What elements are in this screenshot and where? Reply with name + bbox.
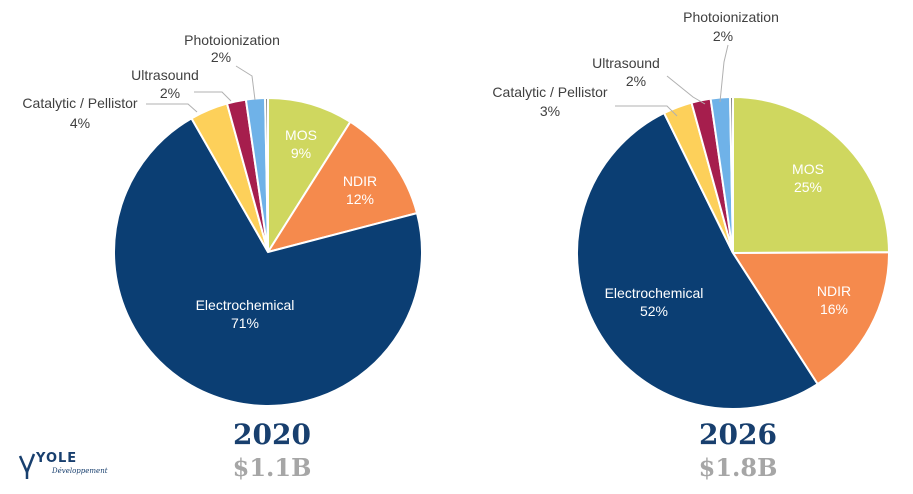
leader-line-2020-catalytic-pellistor (146, 103, 198, 113)
slice-percent-2026-catalytic-pellistor: 3% (540, 103, 560, 119)
company-logo: YOLE Développement (18, 448, 108, 482)
pie-slice-2026-electrochemical (576, 111, 819, 410)
slice-percent-2020-mos: 9% (291, 145, 311, 161)
leader-line-2026-photoionization (719, 44, 729, 103)
market-value-2026: $1.8B (698, 453, 778, 482)
slice-label-2026-ndir: NDIR (817, 283, 851, 299)
leader-line-2026-ultrasound (666, 75, 706, 105)
slice-percent-2020-electrochemical: 71% (231, 315, 259, 331)
slice-label-2020-ultrasound: Ultrasound (131, 67, 199, 83)
pie-slice-2026-other (729, 95, 734, 254)
pie-slice-2020-ndir (265, 120, 419, 254)
logo-subtext: Développement (52, 467, 108, 475)
pie-slice-2020-other (264, 96, 269, 253)
slice-label-2020-electrochemical: Electrochemical (196, 297, 295, 313)
slice-label-2026-ultrasound: Ultrasound (592, 55, 660, 71)
pie-slice-2020-electrochemical (113, 116, 423, 407)
slice-label-2020-catalytic-pellistor: Catalytic / Pellistor (22, 95, 137, 111)
logo-mark-icon (18, 453, 36, 479)
slice-label-2026-electrochemical: Electrochemical (605, 285, 704, 301)
pie-slice-2020-mos (267, 96, 352, 256)
pie-slice-2026-ndir (731, 251, 890, 386)
pie-slice-2026-mos (732, 95, 891, 255)
logo-text: YOLE (36, 451, 78, 466)
leader-line-2020-photoionization (235, 65, 256, 101)
slice-percent-2020-ultrasound: 2% (160, 85, 180, 101)
year-2020: 2020 (233, 418, 311, 451)
slice-percent-2020-catalytic-pellistor: 4% (70, 115, 90, 131)
slice-percent-2020-photoionization: 2% (211, 49, 231, 65)
slice-label-2020-photoionization: Photoionization (184, 32, 280, 48)
slice-label-2026-photoionization: Photoionization (683, 9, 779, 25)
slice-percent-2020-ndir: 12% (346, 191, 374, 207)
slice-label-2020-mos: MOS (285, 127, 317, 143)
slice-label-2020-ndir: NDIR (343, 173, 377, 189)
slice-percent-2026-electrochemical: 52% (640, 303, 668, 319)
slice-label-2026-catalytic-pellistor: Catalytic / Pellistor (492, 84, 607, 100)
slice-percent-2026-ndir: 16% (820, 301, 848, 317)
market-value-2020: $1.1B (232, 453, 312, 482)
slice-percent-2026-photoionization: 2% (713, 28, 733, 44)
slice-label-2026-mos: MOS (792, 161, 824, 177)
slice-percent-2026-ultrasound: 2% (626, 73, 646, 89)
leader-line-2026-catalytic-pellistor (615, 105, 678, 117)
year-2026: 2026 (699, 418, 777, 451)
slice-percent-2026-mos: 25% (794, 179, 822, 195)
leader-line-2020-ultrasound (194, 91, 232, 102)
